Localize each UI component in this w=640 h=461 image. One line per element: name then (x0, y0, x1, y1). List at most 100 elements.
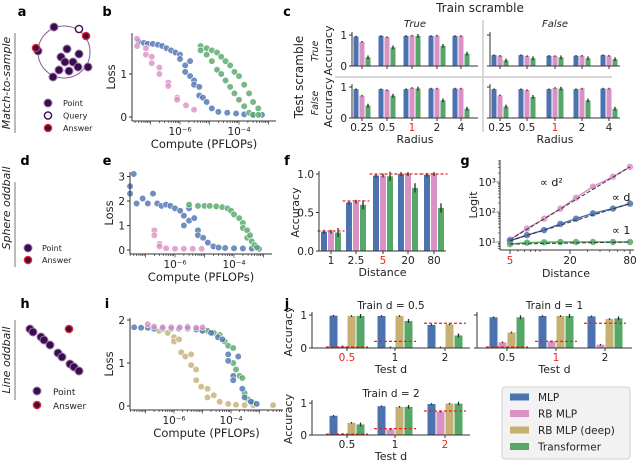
data-point-transformer (523, 239, 531, 246)
data-point-transformer (217, 70, 225, 78)
data-point-rb-mlp-deep (192, 365, 200, 374)
bar-mlp (378, 89, 384, 118)
data-point-rb-mlp (155, 242, 164, 250)
data-point-mlp (221, 244, 229, 252)
x-tick-label: 2 (434, 122, 441, 134)
data-point-transformer (213, 48, 221, 57)
data-point-rb-mlp (540, 215, 548, 222)
schematic-match-to-sample: Point Query Answer (33, 22, 93, 133)
y-axis-label: Loss (102, 200, 116, 225)
data-point-rb-mlp (155, 70, 163, 78)
y-tick-label: 1 (340, 30, 347, 42)
data-point-rb-mlp (159, 323, 167, 331)
bar-rb-mlp-deep (395, 406, 404, 435)
bar-rb-mlp (458, 88, 464, 118)
x-tick-label: 10⁻⁶ (163, 259, 186, 271)
x-tick-label: 0.5 (499, 352, 516, 364)
bar-mlp (403, 89, 409, 118)
x-tick-label: 2.5 (348, 255, 365, 267)
y-tick-label: 1 (300, 398, 307, 410)
legend-label: Answer (63, 124, 93, 133)
y-tick-label: 10³ (478, 177, 496, 189)
x-tick-label: 10⁻⁶ (162, 415, 185, 427)
data-point-transformer (221, 57, 230, 65)
data-point-mlp (540, 226, 548, 234)
bar-transformer (390, 95, 396, 118)
data-point-transformer (230, 68, 239, 76)
x-axis-label: Distance (542, 267, 590, 280)
data-point-mlp (214, 243, 223, 252)
data-point-rb-mlp-deep (187, 350, 195, 359)
x-tick-label: 5 (507, 255, 514, 267)
x-axis-label: Radius (397, 133, 434, 146)
data-point-transformer (235, 96, 243, 104)
data-point-rb-mlp (155, 63, 163, 72)
bar-mlp (403, 35, 409, 66)
legend-label: MLP (538, 392, 559, 404)
data-point-mlp (572, 215, 580, 222)
annotation-d-squared: ∝ d² (540, 176, 563, 189)
panel-label-b: b (102, 5, 111, 20)
data-point-transformer (235, 72, 243, 80)
bar-rb-mlp-deep (347, 315, 356, 348)
data-point-mlp (218, 335, 227, 343)
data-point-rb-mlp-deep (203, 385, 212, 393)
x-tick-label: 0.25 (350, 122, 373, 134)
bar-mlp (587, 316, 596, 348)
y-tick-label: 0 (300, 430, 307, 442)
col-title: True (404, 19, 426, 30)
point-icon (32, 386, 42, 396)
x-tick-label: 0.5 (379, 122, 396, 134)
point-icon (43, 98, 53, 108)
data-point-rb-mlp (173, 96, 181, 104)
data-point-rb-mlp-deep (175, 335, 183, 343)
data-point-transformer (226, 61, 234, 70)
x-axis-label: Test d (537, 363, 570, 376)
data-point-mlp (230, 244, 238, 252)
bar-mlp (353, 89, 359, 118)
bar-transformer (503, 60, 509, 66)
data-point-mlp (181, 68, 189, 76)
bar-mlp (538, 315, 547, 348)
data-point-mlp (240, 393, 249, 402)
bar-transformer (612, 59, 618, 66)
x-tick-label: 1 (392, 439, 399, 451)
x-tick-label: 4 (458, 122, 465, 134)
data-point-rb-mlp-deep (269, 401, 277, 409)
x-tick-label: 0.5 (519, 122, 536, 134)
data-point-transformer (253, 243, 261, 252)
bar-rb-mlp (380, 175, 386, 251)
data-point-transformer (229, 344, 237, 352)
subplot-title: Train d = 1 (525, 300, 583, 312)
bar-mlp (573, 89, 579, 118)
bar-transformer (612, 108, 618, 118)
bar-rb-mlp (552, 56, 558, 66)
bar-rb-mlp-deep (556, 315, 565, 348)
data-point-mlp (204, 239, 212, 247)
bar-mlp (353, 36, 359, 66)
point-icon (28, 327, 38, 337)
data-point-transformer (240, 102, 248, 110)
y-tick-label: 1 (120, 69, 127, 81)
data-point-transformer (238, 374, 246, 382)
bar-rb-mlp (359, 41, 365, 66)
bar-mlp (491, 89, 497, 118)
data-point-rb-mlp (182, 101, 190, 109)
row-label-line_oddball: Line oddball (0, 320, 16, 400)
bar-mlp (346, 202, 352, 251)
bar-mlp (518, 55, 524, 66)
data-point-rb-mlp-deep (197, 383, 205, 391)
data-point-mlp (232, 109, 240, 118)
data-point-rb-mlp (164, 82, 172, 90)
data-point-rb-mlp-deep (240, 401, 249, 409)
point-icon (57, 352, 67, 362)
bar-rb-mlp (434, 88, 440, 118)
data-point-transformer (206, 202, 214, 210)
y-axis-label: Accuracy (282, 306, 295, 357)
data-point-transformer (249, 98, 257, 106)
x-tick-label: 4 (606, 122, 613, 134)
data-point-rb-mlp (572, 194, 580, 201)
y-axis-label: Accuracy (322, 77, 335, 128)
